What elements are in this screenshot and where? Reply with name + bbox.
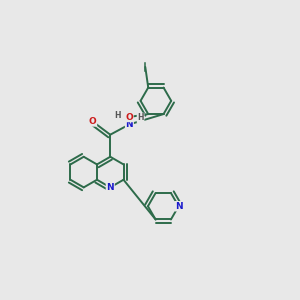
- Text: N: N: [175, 202, 182, 211]
- Text: O: O: [125, 112, 133, 122]
- Text: N: N: [106, 183, 114, 192]
- Text: H: H: [115, 111, 121, 120]
- Text: O: O: [89, 117, 97, 126]
- Text: H: H: [137, 113, 144, 122]
- Text: N: N: [126, 120, 133, 129]
